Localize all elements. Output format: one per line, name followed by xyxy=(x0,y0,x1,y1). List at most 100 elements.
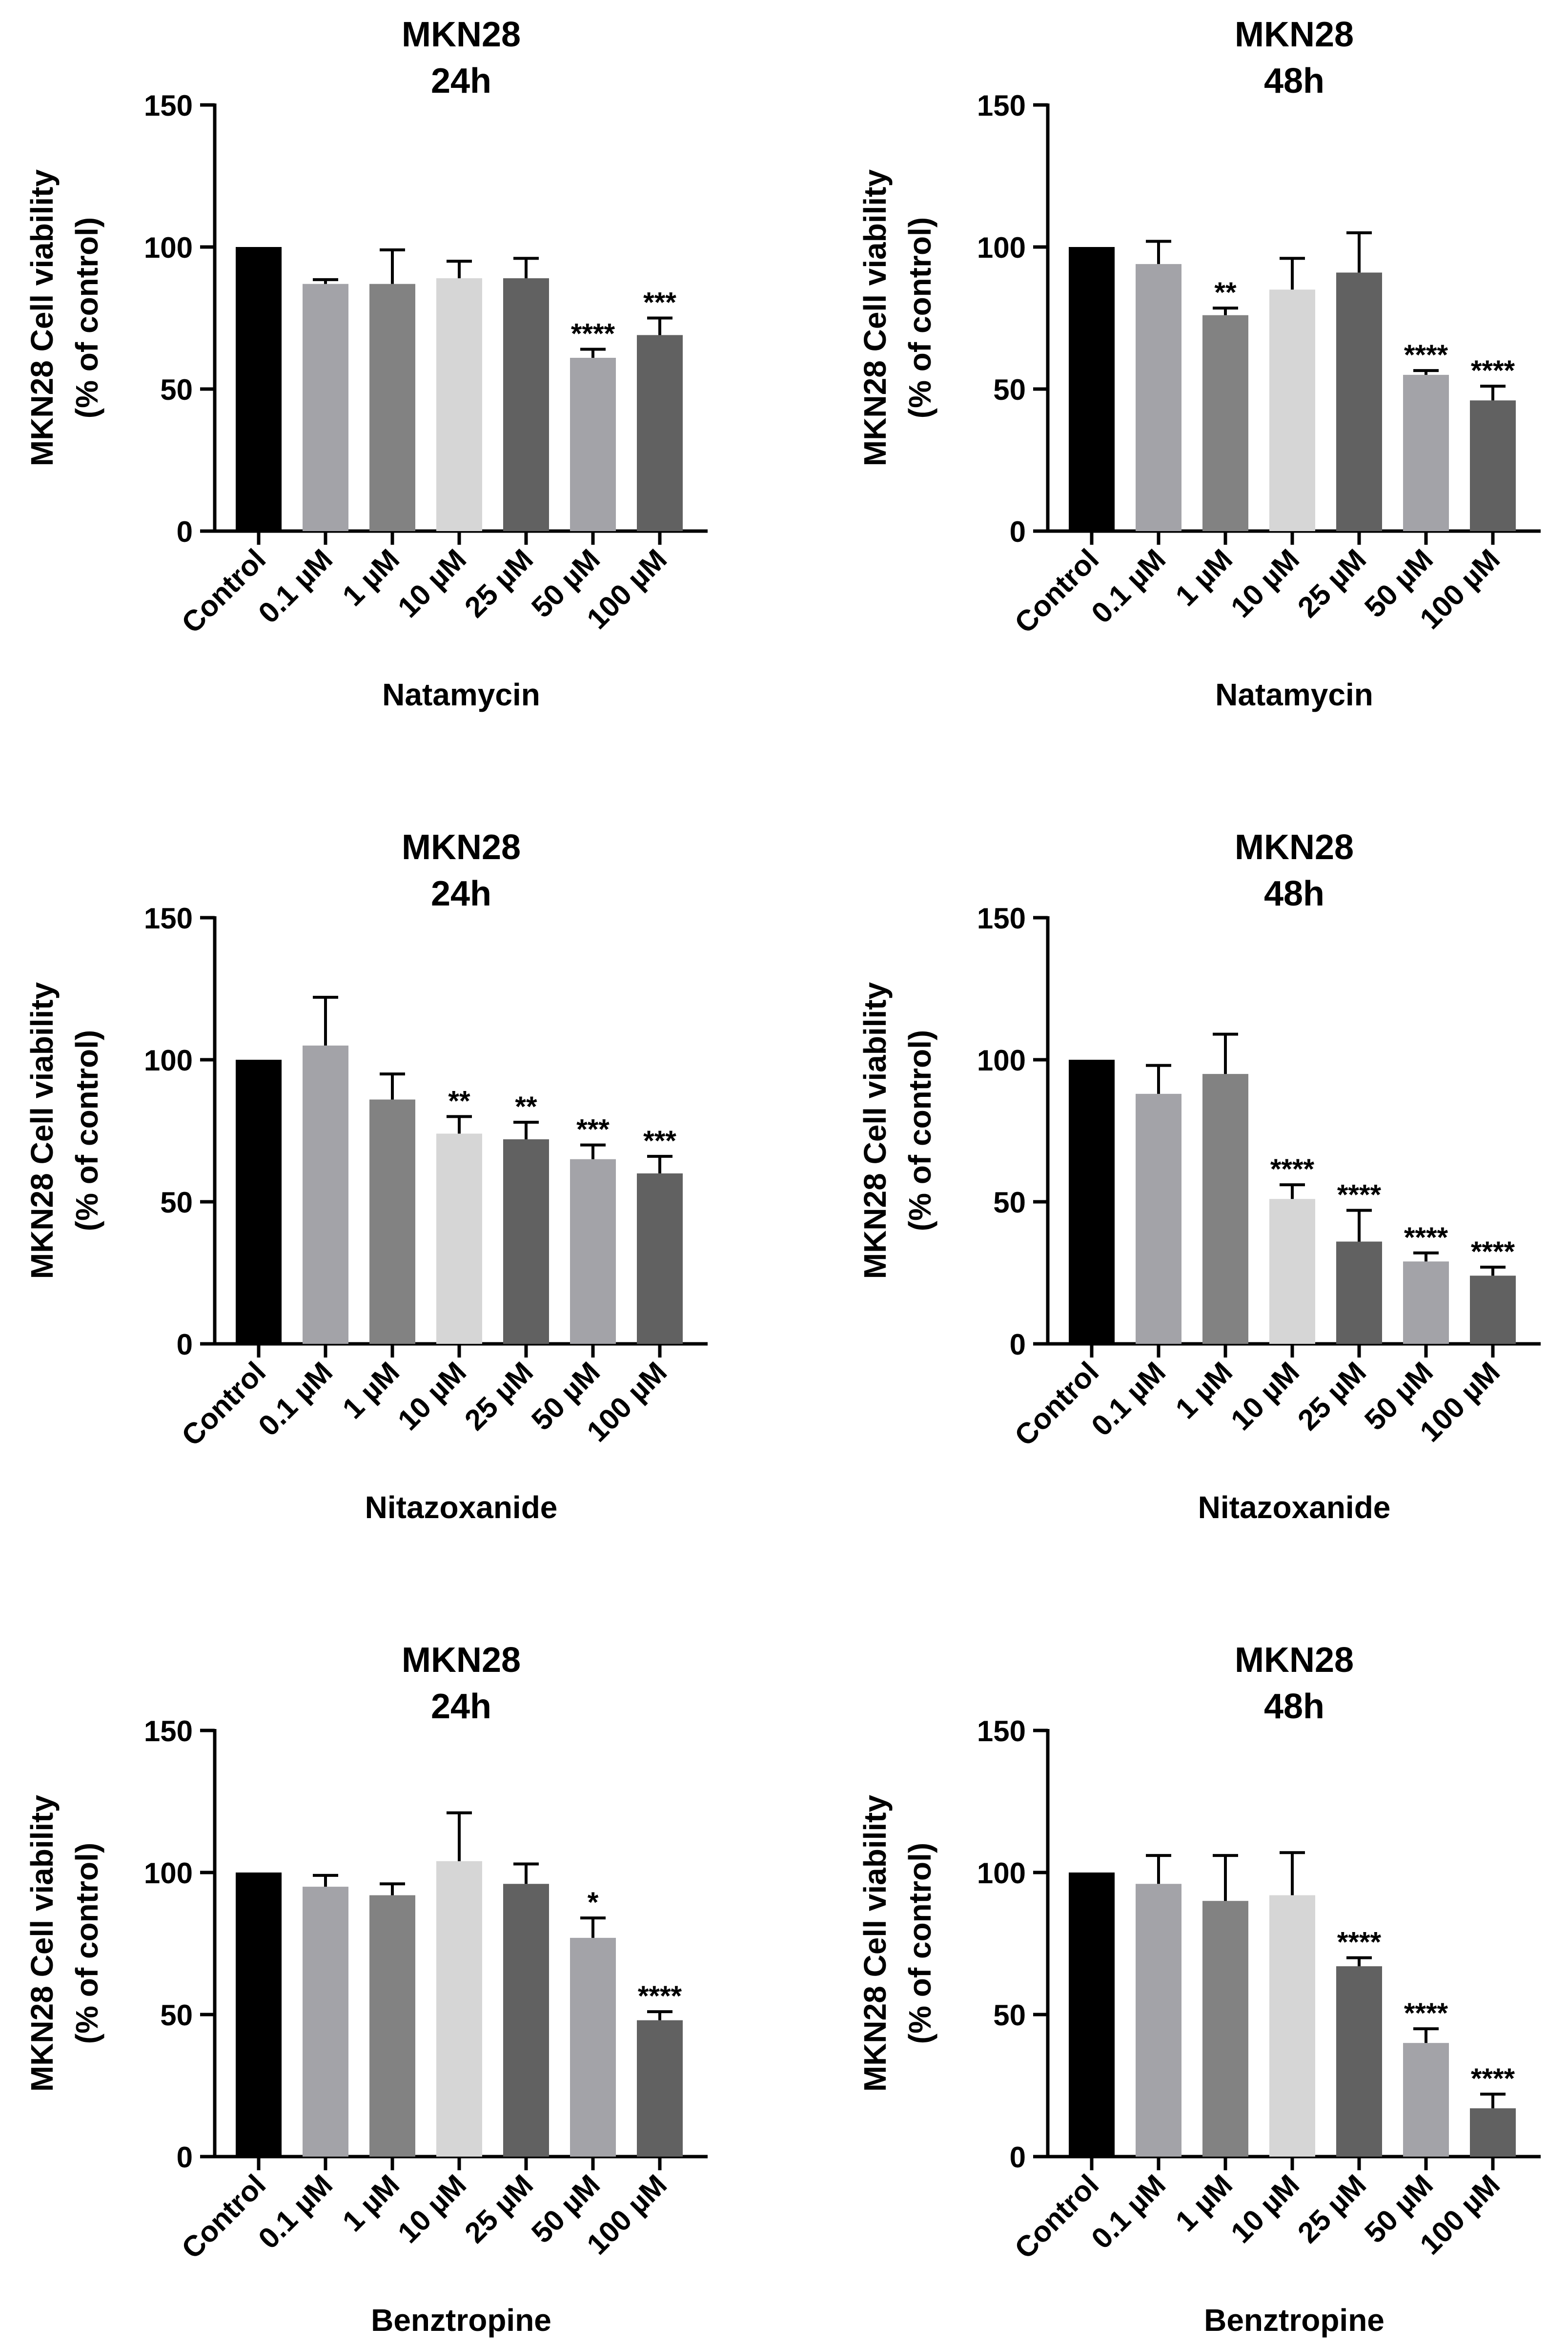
x-tick-label: Control xyxy=(175,543,272,639)
y-tick-label: 150 xyxy=(977,902,1026,935)
bar-25-m xyxy=(503,1884,549,2157)
y-tick-label: 100 xyxy=(144,1857,193,1890)
y-axis-label-sub: (% of control) xyxy=(902,1843,937,2044)
x-axis-label: Natamycin xyxy=(382,677,540,712)
bar-1-m xyxy=(1202,1901,1248,2157)
chart-panel-1: MKN28 24h MKN28 Cell viability (% of contro… xyxy=(24,15,708,712)
x-tick-label: 0.1 µM xyxy=(252,1356,339,1442)
y-axis-label: MKN28 Cell viability xyxy=(24,1795,60,2092)
bar-10-m xyxy=(436,1861,482,2157)
chart-subtitle: 48h xyxy=(1264,874,1324,913)
chart-panel-2: MKN28 48h MKN28 Cell viability (% of contro… xyxy=(857,15,1541,712)
y-axis-label: MKN28 Cell viability xyxy=(24,169,60,467)
significance-mark: ** xyxy=(1214,277,1237,309)
x-axis-label: Natamycin xyxy=(1215,677,1373,712)
y-axis-label: MKN28 Cell viability xyxy=(857,1795,893,2092)
x-tick-label: 10 µM xyxy=(391,543,472,624)
bar-control xyxy=(1069,1060,1115,1344)
x-tick-label: Control xyxy=(175,2168,272,2265)
bar-25-m xyxy=(503,278,549,531)
bar-1-m xyxy=(369,1895,415,2157)
x-tick-label: 10 µM xyxy=(1224,2168,1305,2249)
bar-0-1-m xyxy=(1136,1093,1181,1344)
y-tick-label: 150 xyxy=(977,1715,1026,1748)
x-axis-label: Nitazoxanide xyxy=(365,1490,558,1525)
x-tick-label: 10 µM xyxy=(391,2168,472,2249)
y-tick-label: 50 xyxy=(993,373,1026,406)
bar-0-1-m xyxy=(1136,1884,1181,2157)
significance-mark: ** xyxy=(448,1085,470,1117)
bar-10-m xyxy=(436,278,482,531)
bar-control xyxy=(236,247,282,531)
significance-mark: **** xyxy=(1404,1222,1448,1254)
bar-1-m xyxy=(369,1099,415,1344)
y-tick-label: 100 xyxy=(977,1044,1026,1077)
x-tick-label: 0.1 µM xyxy=(252,2168,339,2255)
significance-mark: **** xyxy=(1337,1927,1382,1958)
bar-100-m xyxy=(637,335,683,531)
y-axis-label: MKN28 Cell viability xyxy=(857,982,893,1279)
x-tick-label: Control xyxy=(1008,2168,1105,2265)
significance-mark: ** xyxy=(515,1091,537,1123)
chart-subtitle: 24h xyxy=(431,874,491,913)
x-tick-label: 25 µM xyxy=(1291,1356,1372,1437)
y-tick-label: 100 xyxy=(977,231,1026,264)
y-tick-label: 100 xyxy=(977,1857,1026,1890)
y-axis-label-sub: (% of control) xyxy=(69,217,104,418)
significance-mark: **** xyxy=(638,1980,682,2012)
y-tick-label: 150 xyxy=(144,89,193,122)
bar-1-m xyxy=(1202,315,1248,531)
bar-0-1-m xyxy=(303,1887,348,2157)
x-tick-label: 25 µM xyxy=(1291,543,1372,624)
y-tick-label: 50 xyxy=(993,1999,1026,2032)
y-tick-label: 0 xyxy=(177,1328,193,1361)
y-tick-label: 150 xyxy=(144,1715,193,1748)
bar-0-1-m xyxy=(1136,264,1181,531)
y-axis-label-sub: (% of control) xyxy=(902,217,937,418)
significance-mark: **** xyxy=(1471,355,1515,387)
bar-control xyxy=(1069,1873,1115,2157)
y-axis-label-sub: (% of control) xyxy=(69,1030,104,1231)
x-tick-label: Control xyxy=(175,1356,272,1452)
chart-title: MKN28 xyxy=(402,15,521,54)
bar-control xyxy=(236,1060,282,1344)
chart-title: MKN28 xyxy=(1235,1641,1354,1680)
y-tick-label: 0 xyxy=(1010,1328,1026,1361)
chart-subtitle: 48h xyxy=(1264,1687,1324,1726)
bar-100-m xyxy=(637,2020,683,2157)
bar-50-m xyxy=(570,1937,616,2157)
x-tick-label: 0.1 µM xyxy=(252,543,339,630)
bar-50-m xyxy=(1403,374,1449,531)
x-tick-label: 10 µM xyxy=(391,1356,472,1437)
bar-1-m xyxy=(369,284,415,531)
bar-25-m xyxy=(1336,1966,1382,2157)
bar-control xyxy=(1069,247,1115,531)
chart-subtitle: 24h xyxy=(431,1687,491,1726)
significance-mark: *** xyxy=(643,1125,676,1157)
x-tick-label: 0.1 µM xyxy=(1085,1356,1172,1442)
significance-mark: **** xyxy=(1471,2063,1515,2095)
bar-10-m xyxy=(436,1133,482,1344)
bar-50-m xyxy=(1403,2043,1449,2157)
significance-mark: *** xyxy=(576,1114,610,1146)
y-tick-label: 100 xyxy=(144,1044,193,1077)
y-tick-label: 0 xyxy=(1010,515,1026,548)
bar-10-m xyxy=(1269,1199,1315,1344)
significance-mark: * xyxy=(588,1887,599,1918)
x-tick-label: 10 µM xyxy=(1224,543,1305,624)
bar-0-1-m xyxy=(303,1045,348,1344)
significance-mark: **** xyxy=(1337,1179,1382,1211)
significance-mark: *** xyxy=(643,287,676,319)
y-tick-label: 50 xyxy=(160,373,193,406)
bar-50-m xyxy=(1403,1261,1449,1344)
chart-subtitle: 24h xyxy=(431,62,491,101)
x-tick-label: 25 µM xyxy=(458,1356,539,1437)
bar-100-m xyxy=(637,1173,683,1344)
x-tick-label: 0.1 µM xyxy=(1085,2168,1172,2255)
x-tick-label: Control xyxy=(1008,543,1105,639)
y-axis-label: MKN28 Cell viability xyxy=(857,169,893,467)
chart-panel-5: MKN28 24h MKN28 Cell viability (% of contro… xyxy=(24,1641,708,2338)
bar-10-m xyxy=(1269,289,1315,531)
significance-mark: **** xyxy=(1270,1153,1315,1185)
